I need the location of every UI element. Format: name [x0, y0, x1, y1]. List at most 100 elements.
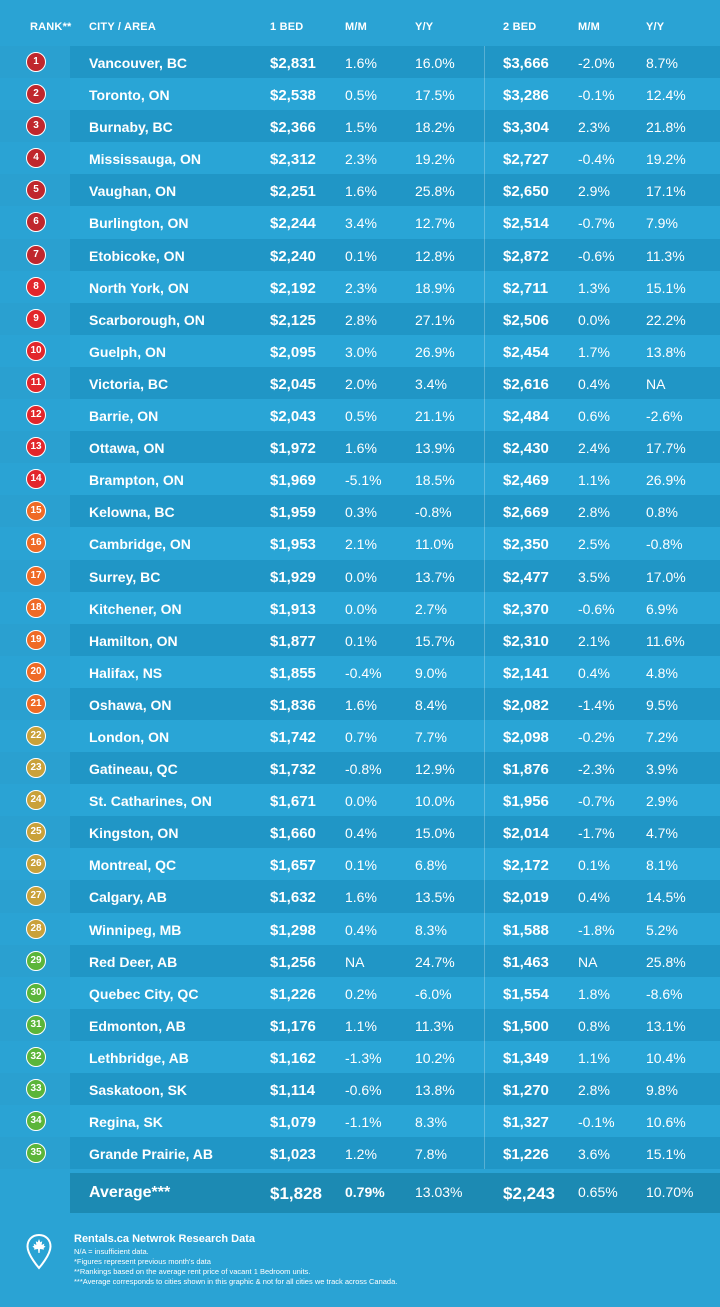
footer-note: ***Average corresponds to cities shown i… [74, 1277, 398, 1286]
rank-cell: 6 [0, 206, 70, 239]
column-divider [484, 174, 485, 207]
two-bed-mm-change: 0.8% [578, 1017, 610, 1034]
one-bed-price: $2,251 [270, 183, 316, 201]
row-data [70, 46, 720, 79]
row-data [70, 687, 720, 720]
two-bed-mm-change: 1.7% [578, 343, 610, 360]
column-divider [484, 784, 485, 817]
city-name: Oshawa, ON [89, 696, 172, 713]
rank-cell: 33 [0, 1073, 70, 1106]
city-name: St. Catharines, ON [89, 793, 212, 810]
row-data [70, 174, 720, 207]
two-bed-yy-change: 17.7% [646, 440, 686, 457]
table-row: 6 Burlington, ON $2,244 3.4% 12.7% $2,514 -0.7… [0, 206, 720, 239]
one-bed-mm-change: 1.6% [345, 55, 377, 71]
footer: Rentals.ca Netwrok Research Data N/A = i… [0, 1226, 720, 1307]
column-divider [484, 302, 485, 335]
column-divider [484, 495, 485, 528]
rank-cell: 17 [0, 559, 70, 592]
rank-badge: 30 [26, 982, 46, 1003]
rank-badge: 23 [26, 758, 46, 779]
rank-badge: 22 [26, 725, 46, 746]
one-bed-price: $1,732 [270, 761, 316, 779]
column-divider [484, 816, 485, 849]
rank-badge: 2 [26, 84, 46, 105]
table-row: 27 Calgary, AB $1,632 1.6% 13.5% $2,019 0.4% 14… [0, 880, 720, 913]
one-bed-price: $2,240 [270, 247, 316, 265]
two-bed-yy-change: 14.5% [646, 889, 686, 906]
one-bed-yy-change: 18.2% [415, 119, 455, 136]
header-mm-2bed: M/M [578, 21, 600, 33]
table-row: 32 Lethbridge, AB $1,162 -1.3% 10.2% $1,349 1.… [0, 1040, 720, 1073]
rank-badge: 27 [26, 886, 46, 907]
rank-cell: 22 [0, 719, 70, 753]
city-name: Montreal, QC [89, 857, 177, 874]
two-bed-yy-change: 8.1% [646, 857, 678, 874]
two-bed-price: $1,500 [503, 1017, 549, 1035]
column-divider [484, 719, 485, 753]
two-bed-price: $2,014 [503, 825, 549, 843]
table-row: 25 Kingston, ON $1,660 0.4% 15.0% $2,014 -1.7%… [0, 816, 720, 849]
table-row: 17 Surrey, BC $1,929 0.0% 13.7% $2,477 3.5% 17.… [0, 559, 720, 592]
row-data [70, 238, 720, 271]
one-bed-mm-change: -1.3% [345, 1049, 382, 1066]
one-bed-price: $1,023 [270, 1146, 316, 1164]
one-bed-price: $1,162 [270, 1049, 316, 1067]
two-bed-yy-change: 4.8% [646, 664, 678, 681]
two-bed-mm-change: -0.1% [578, 1114, 615, 1131]
two-bed-yy-change: 2.9% [646, 793, 678, 810]
table-row: 22 London, ON $1,742 0.7% 7.7% $2,098 -0.2% 7.2… [0, 719, 720, 753]
two-bed-mm-change: -0.2% [578, 728, 615, 745]
header-rank: RANK** [30, 21, 72, 33]
column-divider [484, 399, 485, 432]
column-divider [484, 976, 485, 1009]
column-divider [484, 366, 485, 400]
two-bed-mm-change: 0.4% [578, 375, 610, 392]
two-bed-yy-change: 21.8% [646, 119, 686, 136]
one-bed-mm-change: 1.1% [345, 1017, 377, 1034]
row-data [70, 270, 720, 303]
table-row: 24 St. Catharines, ON $1,671 0.0% 10.0% $1,95… [0, 784, 720, 817]
column-divider [484, 591, 485, 624]
rank-cell: 15 [0, 495, 70, 528]
two-bed-mm-change: -1.8% [578, 921, 615, 938]
two-bed-price: $3,304 [503, 119, 549, 137]
row-data [70, 816, 720, 849]
table-row: 34 Regina, SK $1,079 -1.1% 8.3% $1,327 -0.1% 10… [0, 1105, 720, 1138]
table-row: 23 Gatineau, QC $1,732 -0.8% 12.9% $1,876 -2.3… [0, 752, 720, 785]
city-name: Toronto, ON [89, 87, 170, 104]
one-bed-price: $2,538 [270, 87, 316, 105]
table-row: 29 Red Deer, AB $1,256 NA 24.7% $1,463 NA 25.8% [0, 944, 720, 977]
one-bed-yy-change: -0.8% [415, 504, 452, 521]
footer-note: N/A = insufficient data. [74, 1247, 149, 1256]
table-row: 30 Quebec City, QC $1,226 0.2% -6.0% $1,554 1.… [0, 976, 720, 1009]
table-row: 31 Edmonton, AB $1,176 1.1% 11.3% $1,500 0.8% 1… [0, 1008, 720, 1041]
column-divider [484, 46, 485, 79]
rank-badge: 32 [26, 1046, 46, 1067]
two-bed-price: $2,469 [503, 472, 549, 490]
one-bed-price: $2,045 [270, 375, 316, 393]
average-1bed-price: $1,828 [270, 1184, 322, 1203]
two-bed-price: $2,172 [503, 857, 549, 875]
city-name: Grande Prairie, AB [89, 1146, 213, 1163]
column-divider [484, 559, 485, 592]
city-name: Kingston, ON [89, 825, 179, 842]
rank-cell: 24 [0, 784, 70, 817]
two-bed-yy-change: 13.1% [646, 1017, 686, 1034]
row-data [70, 334, 720, 367]
city-name: Victoria, BC [89, 375, 169, 392]
one-bed-yy-change: 18.5% [415, 472, 455, 489]
two-bed-mm-change: 0.1% [578, 857, 610, 874]
rank-cell: 20 [0, 655, 70, 688]
one-bed-mm-change: 0.5% [345, 408, 377, 425]
header-yy-2bed: Y/Y [646, 21, 665, 33]
two-bed-price: $2,514 [503, 215, 549, 233]
one-bed-mm-change: 2.0% [345, 375, 377, 392]
one-bed-mm-change: 1.6% [345, 440, 377, 457]
one-bed-price: $1,660 [270, 825, 316, 843]
two-bed-price: $2,669 [503, 504, 549, 522]
one-bed-yy-change: 21.1% [415, 408, 455, 425]
city-name: Barrie, ON [89, 408, 159, 425]
two-bed-yy-change: 9.8% [646, 1082, 678, 1098]
header-mm-1bed: M/M [345, 21, 367, 33]
